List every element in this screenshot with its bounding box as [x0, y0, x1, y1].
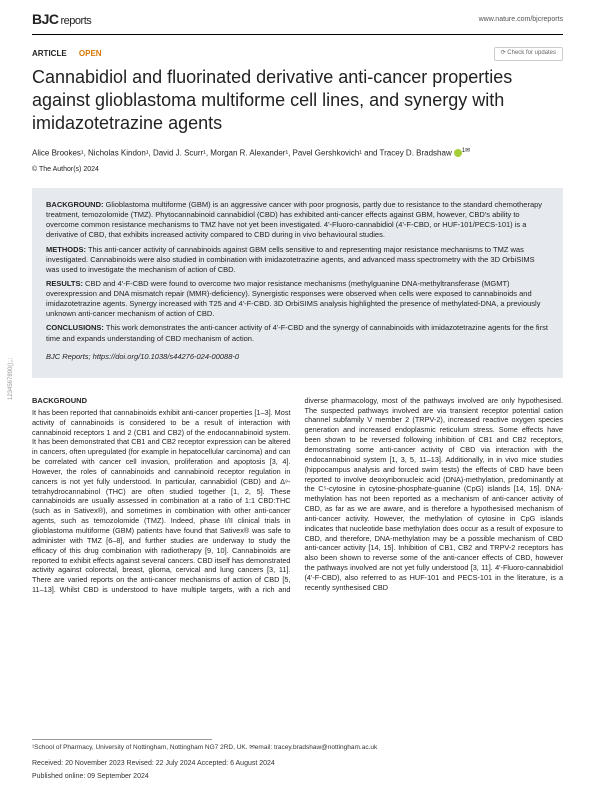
- header-rule: [32, 34, 563, 35]
- background-label: BACKGROUND:: [46, 200, 104, 209]
- header: BJCreports www.nature.com/bjcreports: [0, 0, 595, 34]
- body-columns: BACKGROUND It has been reported that can…: [32, 396, 563, 595]
- published-date: Published online: 09 September 2024: [32, 772, 563, 781]
- methods-text: This anti-cancer activity of cannabinoid…: [46, 245, 535, 274]
- logo-sub: reports: [61, 15, 92, 27]
- author-sup: 1✉: [462, 148, 470, 154]
- background-text: Glioblastoma multiforme (GBM) is an aggr…: [46, 200, 542, 239]
- authors-line: Alice Brookes¹, Nicholas Kindon¹, David …: [32, 148, 563, 159]
- body-col1: It has been reported that cannabinoids e…: [32, 408, 291, 594]
- conclusions-text: This work demonstrates the anti-cancer a…: [46, 323, 548, 342]
- side-crop-marks: 1234567890();,:: [8, 358, 16, 400]
- abstract-conclusions: CONCLUSIONS: This work demonstrates the …: [46, 323, 549, 343]
- copyright: © The Author(s) 2024: [32, 165, 563, 174]
- open-access-badge: OPEN: [79, 49, 102, 58]
- abstract-background: BACKGROUND: Glioblastoma multiforme (GBM…: [46, 200, 549, 241]
- journal-logo: BJCreports: [32, 10, 91, 28]
- check-updates-badge[interactable]: ⟳ Check for updates: [494, 47, 563, 61]
- results-text: CBD and 4'-F-CBD were found to overcome …: [46, 279, 540, 318]
- footer-rule: [32, 739, 212, 740]
- affiliation: ¹School of Pharmacy, University of Notti…: [32, 744, 563, 752]
- doi-line: BJC Reports; https://doi.org/10.1038/s44…: [46, 352, 549, 362]
- doi-link[interactable]: ; https://doi.org/10.1038/s44276-024-000…: [89, 352, 240, 361]
- results-label: RESULTS:: [46, 279, 83, 288]
- footer: ¹School of Pharmacy, University of Notti…: [32, 739, 563, 781]
- updates-icon: ⟳: [501, 50, 506, 56]
- doi-journal: BJC Reports: [46, 352, 89, 361]
- journal-url[interactable]: www.nature.com/bjcreports: [479, 15, 563, 24]
- abstract-methods: METHODS: This anti-cancer activity of ca…: [46, 245, 549, 275]
- article-type-row: ARTICLE OPEN: [32, 49, 563, 59]
- article-dates: Received: 20 November 2023 Revised: 22 J…: [32, 759, 563, 768]
- article-title: Cannabidiol and fluorinated derivative a…: [32, 66, 563, 136]
- logo-main: BJC: [32, 11, 59, 27]
- abstract-box: BACKGROUND: Glioblastoma multiforme (GBM…: [32, 188, 563, 378]
- authors-text: Alice Brookes¹, Nicholas Kindon¹, David …: [32, 149, 452, 158]
- methods-label: METHODS:: [46, 245, 86, 254]
- updates-label: Check for updates: [507, 50, 556, 56]
- article-type: ARTICLE: [32, 49, 67, 58]
- abstract-results: RESULTS: CBD and 4'-F-CBD were found to …: [46, 279, 549, 320]
- conclusions-label: CONCLUSIONS:: [46, 323, 104, 332]
- orcid-icon[interactable]: [454, 149, 462, 157]
- background-heading: BACKGROUND: [32, 396, 291, 406]
